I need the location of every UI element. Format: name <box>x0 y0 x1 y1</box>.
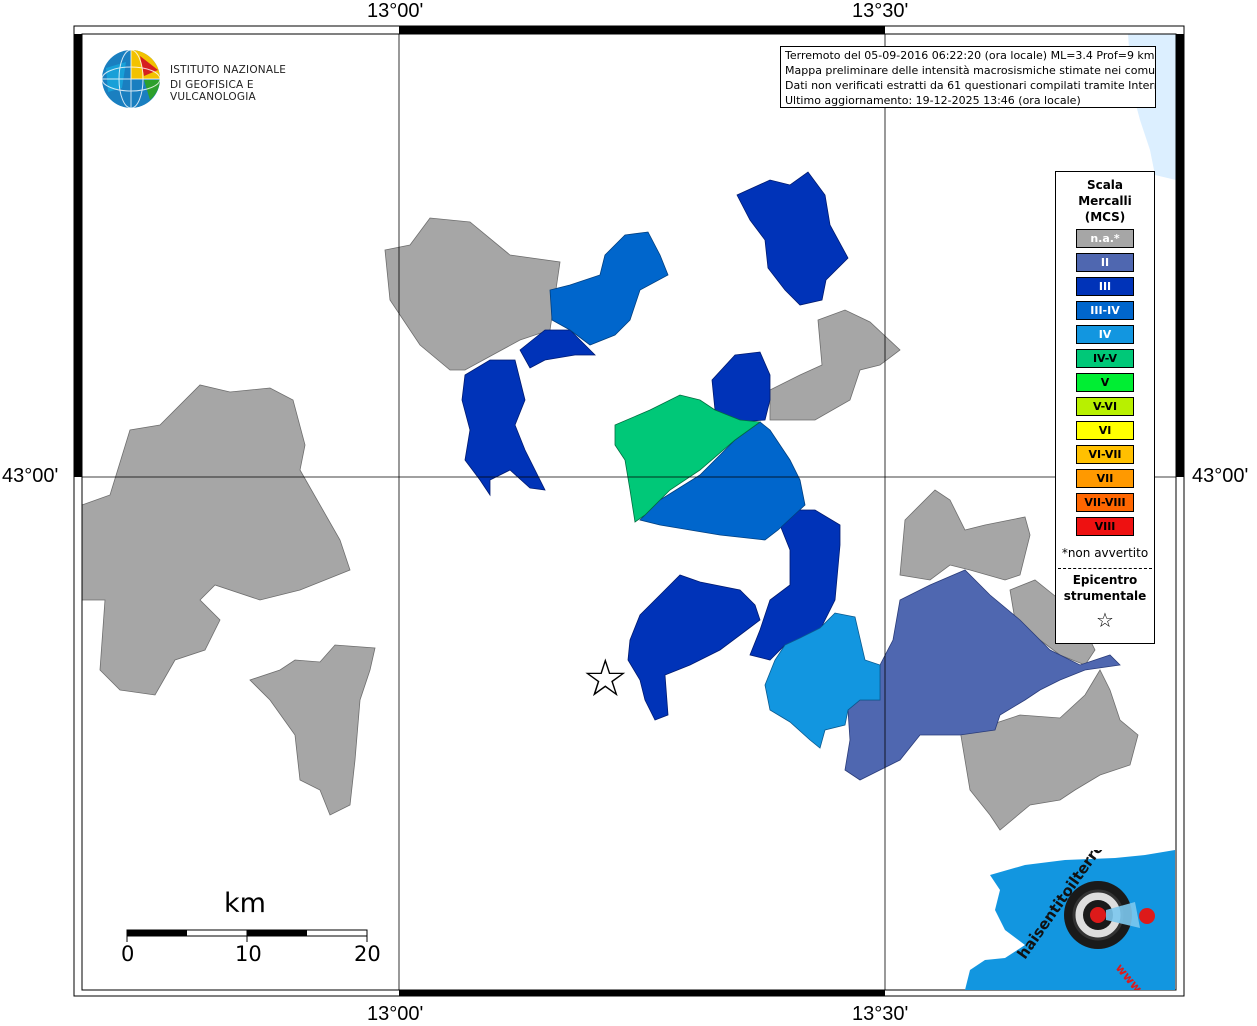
map-frame <box>73 25 1185 997</box>
lon-label-top-left: 13°00' <box>367 0 424 22</box>
lat-label-left: 43°00' <box>2 465 59 487</box>
legend-epi-line-2: strumentale <box>1063 589 1147 603</box>
municipalities-III-IV <box>549 231 806 541</box>
legend-swatch-vi: VI <box>1076 421 1134 440</box>
event-info-line-4: Ultimo aggiornamento: 19-12-2025 13:46 (… <box>785 94 1081 107</box>
ingv-logo: ISTITUTO NAZIONALE DI GEOFISICA E VULCAN… <box>100 48 320 110</box>
hai-sentito-badge: haisentitoilterremoto.it www. <box>965 789 1175 998</box>
municipalities-III <box>461 171 849 721</box>
legend-swatch-iiiiv: III-IV <box>1076 301 1134 320</box>
logo-line-1: ISTITUTO NAZIONALE <box>170 64 287 76</box>
scale-tick-20: 20 <box>354 942 381 966</box>
legend-star-icon: ☆ <box>1096 608 1114 632</box>
legend-swatch-na: n.a.* <box>1076 229 1134 248</box>
municipalities-II <box>844 569 1121 781</box>
legend-swatch-vii: VII <box>1076 469 1134 488</box>
legend-swatch-ii: II <box>1076 253 1134 272</box>
legend-swatch-ivv: IV-V <box>1076 349 1134 368</box>
legend-epicenter-label: Epicentro strumentale <box>1056 572 1154 604</box>
event-info-line-2: Mappa preliminare delle intensità macros… <box>785 64 1156 77</box>
legend-swatch-viiviii: VII-VIII <box>1076 493 1134 512</box>
scale-bar-graphic <box>126 929 368 942</box>
epicenter-star-icon: ☆ <box>582 649 629 709</box>
scale-unit: km <box>224 888 266 919</box>
scale-tick-10: 10 <box>235 942 262 966</box>
event-info-line-3: Dati non verificati estratti da 61 quest… <box>785 79 1156 92</box>
legend-title: Scala Mercalli (MCS) <box>1056 177 1154 225</box>
scale-bar: km 0 10 20 <box>120 888 390 978</box>
legend-swatch-iv: IV <box>1076 325 1134 344</box>
legend-swatch-viii: VIII <box>1076 517 1134 536</box>
legend-epi-line-1: Epicentro <box>1072 573 1138 587</box>
legend-swatch-iii: III <box>1076 277 1134 296</box>
lat-label-right: 43°00' <box>1192 465 1249 487</box>
legend-note: *non avvertito <box>1061 546 1149 560</box>
map-grid <box>82 34 1176 990</box>
scale-tick-0: 0 <box>121 942 135 966</box>
municipalities-IV <box>764 612 881 749</box>
logo-line-2: DI GEOFISICA E VULCANOLOGIA <box>170 79 256 103</box>
lon-label-top-right: 13°30' <box>852 0 909 22</box>
legend-swatch-vivii: VI-VII <box>1076 445 1134 464</box>
event-info-box: Terremoto del 05-09-2016 06:22:20 (ora l… <box>780 46 1156 108</box>
legend-title-line-2: Mercalli <box>1078 194 1132 208</box>
globe-icon <box>101 49 161 109</box>
legend-title-line-1: Scala <box>1086 178 1124 192</box>
legend-title-line-3: (MCS) <box>1084 210 1126 224</box>
lon-label-bottom-right: 13°30' <box>852 1003 909 1025</box>
municipalities-IV-V <box>614 394 762 523</box>
badge-graphic: haisentitoilterremoto.it www. <box>965 789 1175 998</box>
legend-divider <box>1058 568 1152 569</box>
legend-swatch-vvi: V-VI <box>1076 397 1134 416</box>
mcs-legend: Scala Mercalli (MCS) n.a.* II III III-IV IV I… <box>1055 171 1155 644</box>
event-info-line-1: Terremoto del 05-09-2016 06:22:20 (ora l… <box>785 49 1155 62</box>
legend-swatch-v: V <box>1076 373 1134 392</box>
lon-label-bottom-left: 13°00' <box>367 1003 424 1025</box>
